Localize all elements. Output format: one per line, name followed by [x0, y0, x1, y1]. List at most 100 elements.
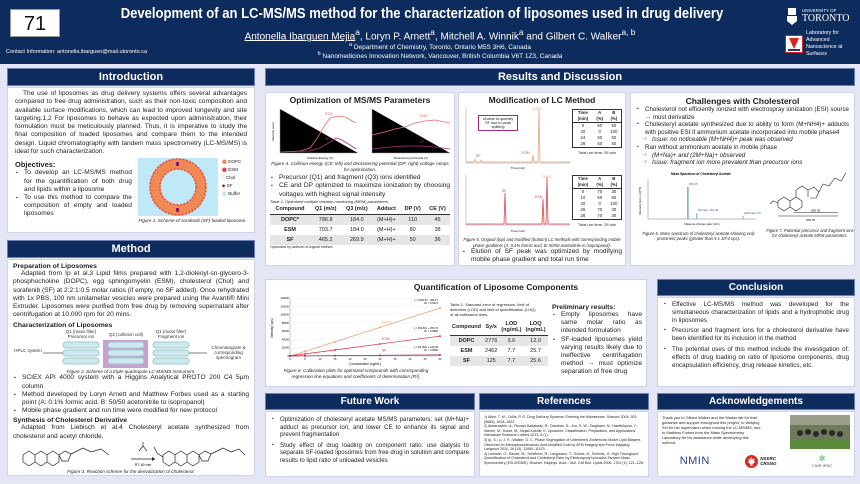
cell: 3.6 — [499, 335, 524, 346]
method-bullet: Mobile phase gradient and run time were … — [13, 407, 249, 415]
q2-label: Q2 (collision cell) — [108, 331, 144, 337]
cell: 7.7 — [499, 356, 524, 366]
section-header-introduction: Introduction — [7, 68, 255, 86]
total-run-top: Total run time: 26 min — [577, 150, 617, 155]
sep: , — [434, 31, 441, 43]
lc-bullet: Elution of SF peak was optimized by modi… — [462, 248, 622, 264]
col-header: Q3 (m/z) — [341, 204, 373, 216]
cell: 2462 — [485, 348, 498, 354]
fig4-caption: Figure 4. Collision energy (CE; left) an… — [271, 161, 449, 172]
table-row: 28 70 30 — [573, 213, 622, 220]
cell: 0 — [598, 129, 601, 134]
chol-subbullet: Issue: no noticeable (M+NH4)+ peak was o… — [636, 136, 849, 144]
y-tick-label: 80000 — [282, 321, 290, 325]
lod-loq-table: Compound Sy/x LOD (ng/mL) LOQ (ng/mL) DOPC 2… — [450, 319, 548, 366]
msms-bullet: Precursor (Q1) and fragment (Q3) ions id… — [270, 174, 450, 182]
col-header: DP (V) — [400, 204, 426, 216]
chol-subbullets: Issue: no noticeable (M+NH4)+ peak was o… — [636, 136, 849, 144]
cell: 70 — [597, 189, 603, 194]
col-header: B (%) — [606, 109, 622, 123]
calibration-chart: 0200004000060000800001000001200001400000… — [270, 296, 442, 366]
nserc-text: NSERC — [760, 456, 776, 461]
series-label: SF — [382, 348, 386, 352]
peak-esm-top: ESM — [522, 151, 530, 155]
future-bullet: Optimization of cholesteryl acetate MS/M… — [271, 416, 469, 439]
table-row: 26 50 50 — [573, 141, 622, 148]
cell: (M+H)+ — [372, 235, 401, 246]
conclusion-bullets: Effective LC-MS/MS method was developed … — [663, 301, 849, 369]
prelim-bullet: SF-loaded liposomes yield varying result… — [552, 336, 642, 377]
ce-xlabel: Collision Energy (V) — [307, 156, 334, 160]
y-tick-label: 120000 — [280, 304, 289, 308]
author-name: Gilbert C. Walker — [545, 31, 622, 43]
cell: 70 — [597, 207, 603, 212]
table2-caption: Table 2. Standard error of regression, l… — [450, 302, 536, 317]
uoft-big: TORONTO — [802, 13, 850, 24]
sep: and — [523, 31, 546, 43]
cell: 36 — [425, 235, 450, 246]
synth-text: Adapted from Liebisch et al.4 Cholestery… — [13, 424, 249, 440]
cell: 20 — [580, 129, 586, 134]
objectives-list: To develop an LC-MS/MS method for the qu… — [15, 169, 132, 218]
chol-bullet: Cholesterol not efficiently ionized with… — [636, 106, 849, 121]
prelim-bullet: Empty liposomes have same molar ratio as… — [552, 311, 642, 336]
cell: 269.9 — [341, 235, 373, 246]
cihr-logo: ✲ CIHR IRSC — [812, 454, 832, 468]
q3-label: Q1 (mass filter) — [155, 328, 187, 334]
cell: 125 — [483, 356, 500, 366]
table-row: 10 50 50 — [573, 195, 622, 201]
total-run-bottom: Total run time: 28 min — [577, 222, 617, 227]
cell: (M+H)+ — [372, 214, 401, 226]
chol-bullet: Ran without ammonium acetate in mobile p… — [636, 144, 849, 152]
legend-label: ESM — [228, 167, 238, 173]
fig6-caption: Figure 6. Mass spectrum of cholesteryl a… — [642, 230, 755, 242]
esm-ce-curve — [279, 115, 357, 153]
legend-esm: ⬤ ESM — [221, 167, 238, 173]
cell: 50 — [611, 195, 617, 200]
lc-xlabel: Time (min) — [511, 166, 525, 170]
ms-title: Mass Spectrum of Cholesteryl Acetate — [671, 172, 731, 176]
gradient-table-bottom: Time (min) A (%) B (%) 0 70 30 10 50 50 20 0 100 26… — [572, 175, 622, 220]
data-point-sf — [304, 354, 306, 357]
cell: 50 — [597, 123, 603, 128]
cell: SF — [450, 356, 484, 366]
data-point-sf — [289, 354, 291, 357]
fig5-caption: Figure 5. Original (top) and modified (b… — [463, 237, 621, 248]
section-header-future-work: Future Work — [265, 393, 475, 410]
cholesteryl-acetate-structure: 369.35 369.35 — [769, 172, 847, 222]
table2-block: Table 2. Standard error of regression, l… — [450, 302, 548, 366]
y-tick-label: 20000 — [282, 346, 290, 350]
method-bullet: Method developed by Loryn Arnett and Mat… — [13, 391, 249, 407]
method-bullet: SCIEX API 4000 system with a Higgins Ana… — [13, 374, 249, 390]
r-squared: R² = 0.9974 — [424, 301, 438, 305]
legend-label: Buffer — [228, 191, 241, 197]
fig7-caption: Figure 7. Potential precursor and fragme… — [766, 227, 854, 239]
col-header: LOD (ng/mL) — [499, 319, 524, 336]
aff-sup: b — [317, 51, 321, 57]
cell: 38 — [434, 227, 441, 234]
col-header: Time (min) — [572, 109, 593, 123]
esm-dp-curve — [371, 119, 451, 136]
series-label: ESM — [382, 337, 390, 341]
y-tick-label: 0 — [288, 354, 290, 358]
author-sup: a — [430, 27, 435, 37]
cell: 2776 — [483, 335, 500, 346]
cihr-text: CIHR IRSC — [811, 463, 833, 468]
legend-label: SF — [226, 183, 233, 189]
cell: 50 — [611, 135, 617, 140]
method-bullets: SCIEX API 4000 system with a Higgins Ana… — [13, 374, 249, 415]
peak-sf-bottom: SF — [502, 189, 506, 193]
cell: (M+H)+ — [377, 227, 396, 234]
y-axis-label: Intensity (cps) — [270, 318, 274, 338]
col-header: B (%) — [606, 175, 622, 189]
table-row: ESM 703.7 184.0 (M+H)+ 80 38 — [270, 225, 450, 235]
q1-sub: Precursor ion — [67, 334, 95, 340]
mrm-table: Compound Q1 (m/z) Q3 (m/z) Adduct DP (V) CE (… — [270, 204, 450, 246]
prelim-block: Preliminary results: Empty liposomes hav… — [552, 302, 642, 377]
col-header: Sy/x — [483, 319, 500, 336]
regression-equation: y = 2323.5x - 496.17 — [414, 298, 438, 302]
future-bullet: Study effect of drug loading on componen… — [271, 442, 469, 465]
dp-sf-label: SF — [420, 140, 424, 144]
regression-equation: y = 48.739x + 126.45 — [414, 345, 439, 349]
col-header: A (%) — [592, 175, 607, 189]
